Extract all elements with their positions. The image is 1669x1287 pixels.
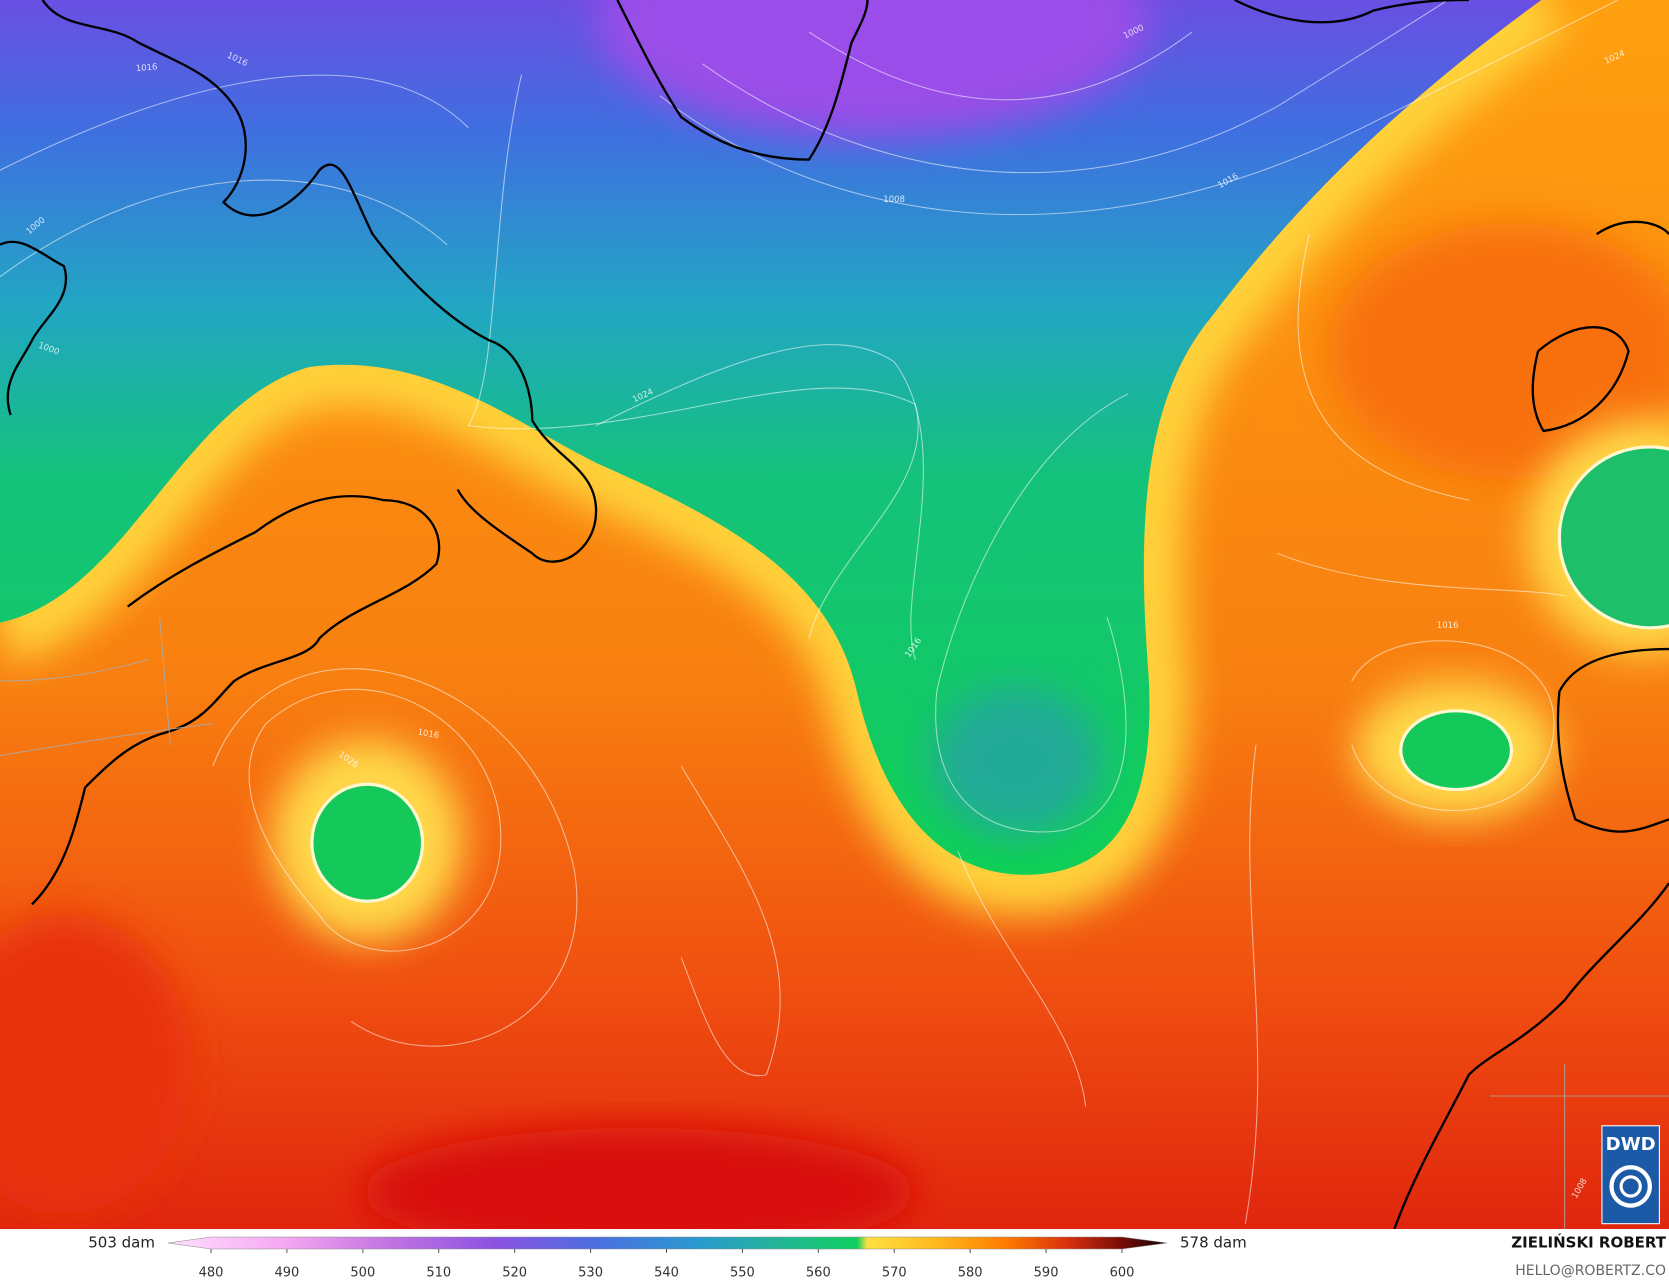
- tick-label: 480: [199, 1266, 224, 1281]
- cold-core: [931, 686, 1102, 836]
- cold-cell: [1399, 709, 1514, 792]
- tick-label: 500: [350, 1266, 375, 1281]
- contour-label: 1016: [1437, 621, 1459, 631]
- contour-label: 1016: [417, 728, 440, 742]
- tick-label: 570: [882, 1266, 907, 1281]
- max-label: 578 dam: [1180, 1234, 1247, 1252]
- hot-core: [0, 915, 192, 1213]
- contour-label: 1008: [883, 195, 905, 205]
- credit-name: ZIELIŃSKI ROBERT: [1511, 1233, 1666, 1252]
- contour-label: 1016: [135, 62, 157, 74]
- tick-label: 530: [578, 1266, 603, 1281]
- trough-core: [596, 0, 1150, 139]
- hot-core: [361, 1127, 916, 1229]
- tick-label: 590: [1034, 1266, 1059, 1281]
- tick-label: 520: [502, 1266, 527, 1281]
- credit-email: HELLO@ROBERTZ.CO: [1515, 1263, 1666, 1279]
- isobars: [0, 0, 1618, 1224]
- tick-label: 600: [1110, 1266, 1135, 1281]
- tick-label: 490: [275, 1266, 300, 1281]
- tick-label: 550: [730, 1266, 755, 1281]
- tick-label: 540: [654, 1266, 679, 1281]
- borders: [0, 617, 1669, 1229]
- cold-cell: [310, 782, 425, 903]
- tick-label: 580: [958, 1266, 983, 1281]
- logo-text: DWD: [1606, 1134, 1656, 1155]
- dwd-logo: DWD: [1601, 1125, 1660, 1225]
- cold-air: [0, 0, 1542, 875]
- map: 1016 101610001000100010081016102410241016…: [0, 0, 1669, 1229]
- cold-cell: [1557, 445, 1669, 630]
- min-label: 503 dam: [88, 1234, 155, 1252]
- colorbar: 503 dam 578 dam ZIELIŃSKI ROBERT HELLO@R…: [88, 1233, 1667, 1281]
- colorbar-ramp: [167, 1236, 1168, 1250]
- coastlines: [0, 0, 1669, 1229]
- tick-label: 560: [806, 1266, 831, 1281]
- tick-label: 510: [426, 1266, 451, 1281]
